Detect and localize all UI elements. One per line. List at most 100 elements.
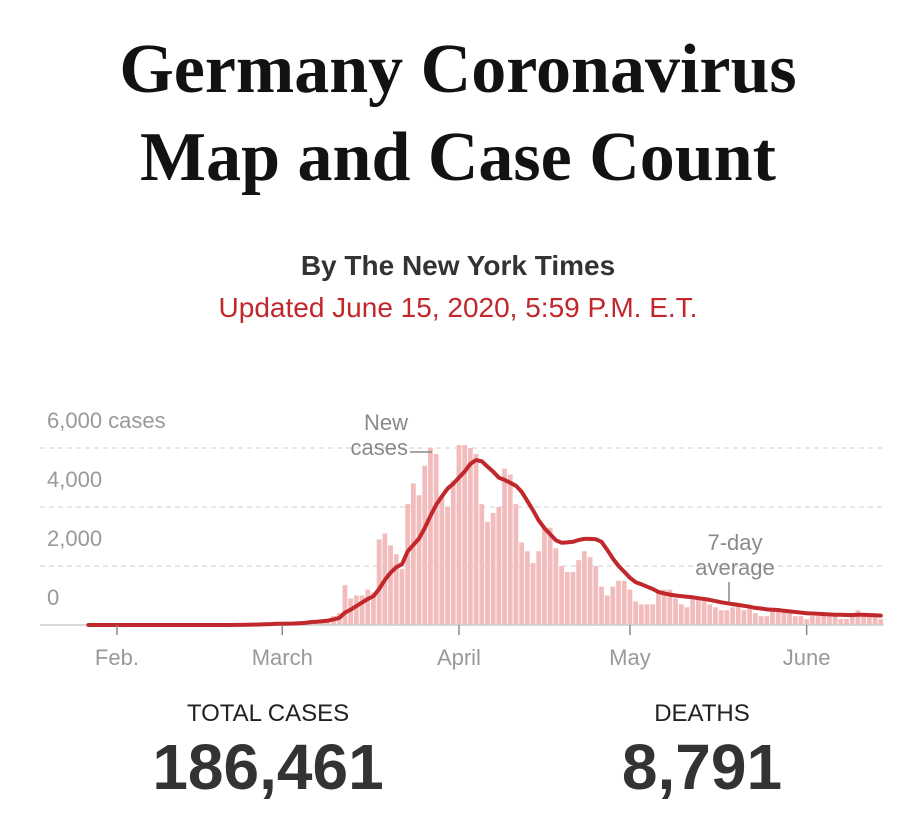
bar (781, 610, 787, 625)
x-tick-label: June (783, 645, 831, 670)
bar (542, 527, 547, 625)
bar (838, 619, 844, 625)
bar (775, 610, 781, 625)
bar (804, 619, 810, 625)
chart: 0 2,000 4,000 6,000 cases Feb. March April May J… (40, 408, 884, 670)
bar (832, 616, 838, 625)
bar (741, 610, 747, 625)
line (86, 458, 883, 627)
bar (490, 512, 496, 625)
bar (638, 604, 644, 625)
bar (376, 539, 382, 625)
bar (792, 616, 798, 625)
bar (770, 610, 775, 625)
bar (410, 483, 416, 625)
y-tick-label: 4,000 (47, 467, 102, 492)
bar (513, 504, 519, 625)
x-tick-label: April (437, 645, 481, 670)
bar (587, 557, 593, 625)
bar (416, 495, 422, 625)
bar (752, 613, 758, 625)
bar (519, 542, 525, 625)
bar (433, 453, 439, 625)
bar (467, 448, 473, 625)
bar (872, 616, 878, 625)
bar (599, 586, 604, 625)
bar (684, 607, 690, 625)
bar (627, 589, 633, 625)
bar (861, 613, 867, 625)
x-tick-label: Feb. (95, 645, 139, 670)
bar (485, 521, 490, 625)
stat-label: TOTAL CASES (186, 700, 350, 727)
bar (570, 571, 576, 625)
title: Germany Coronavirus Map and Case Count (119, 31, 797, 196)
bar (809, 616, 815, 625)
stat-value: 8,791 (621, 731, 783, 803)
bar (559, 566, 564, 625)
bar (462, 445, 468, 625)
bar (428, 448, 433, 625)
bar (536, 551, 542, 625)
bar (678, 604, 684, 625)
bar (758, 616, 764, 625)
y-tick-label: 2,000 (47, 526, 102, 551)
updated: Updated June 15, 2020, 5:59 P.M. E.T. (218, 292, 698, 323)
y-tick-label: 6,000 cases (47, 408, 166, 433)
series-label: New cases (350, 410, 408, 460)
bar (650, 604, 656, 625)
stat-label: DEATHS (654, 700, 750, 727)
bar (866, 613, 872, 625)
bar (581, 551, 587, 625)
bar (593, 566, 599, 625)
bar (849, 616, 855, 625)
stat-value: 186,461 (152, 731, 384, 803)
bar (787, 613, 792, 625)
byline: By The New York Times (300, 250, 616, 281)
bar (855, 610, 861, 625)
bar (564, 571, 570, 625)
bar (371, 592, 376, 625)
bar (724, 610, 730, 625)
bar (388, 545, 393, 625)
bar (450, 480, 456, 625)
bar (422, 465, 428, 625)
bar (673, 598, 678, 625)
bar (524, 551, 530, 625)
bar (644, 604, 650, 625)
bar (439, 495, 445, 625)
bar (735, 604, 741, 625)
bar (815, 616, 821, 625)
bar (747, 607, 753, 625)
bar (610, 586, 616, 625)
bar (633, 601, 639, 625)
bar (878, 619, 884, 625)
bar (507, 474, 513, 625)
bar (730, 607, 735, 625)
x-tick-label: May (609, 645, 651, 670)
bar (695, 598, 701, 625)
bar (576, 560, 582, 625)
bar (530, 563, 536, 625)
bar (661, 589, 667, 625)
bar (667, 589, 673, 625)
bar (405, 504, 411, 625)
bar (844, 619, 849, 625)
bar (621, 580, 627, 625)
bar (445, 507, 450, 625)
bar (353, 595, 359, 625)
bar (399, 568, 405, 625)
bar (393, 554, 399, 625)
bar (359, 595, 365, 625)
bar (764, 616, 770, 625)
bar (827, 613, 832, 625)
x-tick-label: March (252, 645, 313, 670)
bar (547, 527, 553, 625)
bar (604, 595, 610, 625)
bar (479, 504, 485, 625)
bar (707, 604, 713, 625)
bar (701, 601, 707, 625)
series-label: 7-day average (695, 530, 775, 580)
bar (656, 592, 661, 625)
